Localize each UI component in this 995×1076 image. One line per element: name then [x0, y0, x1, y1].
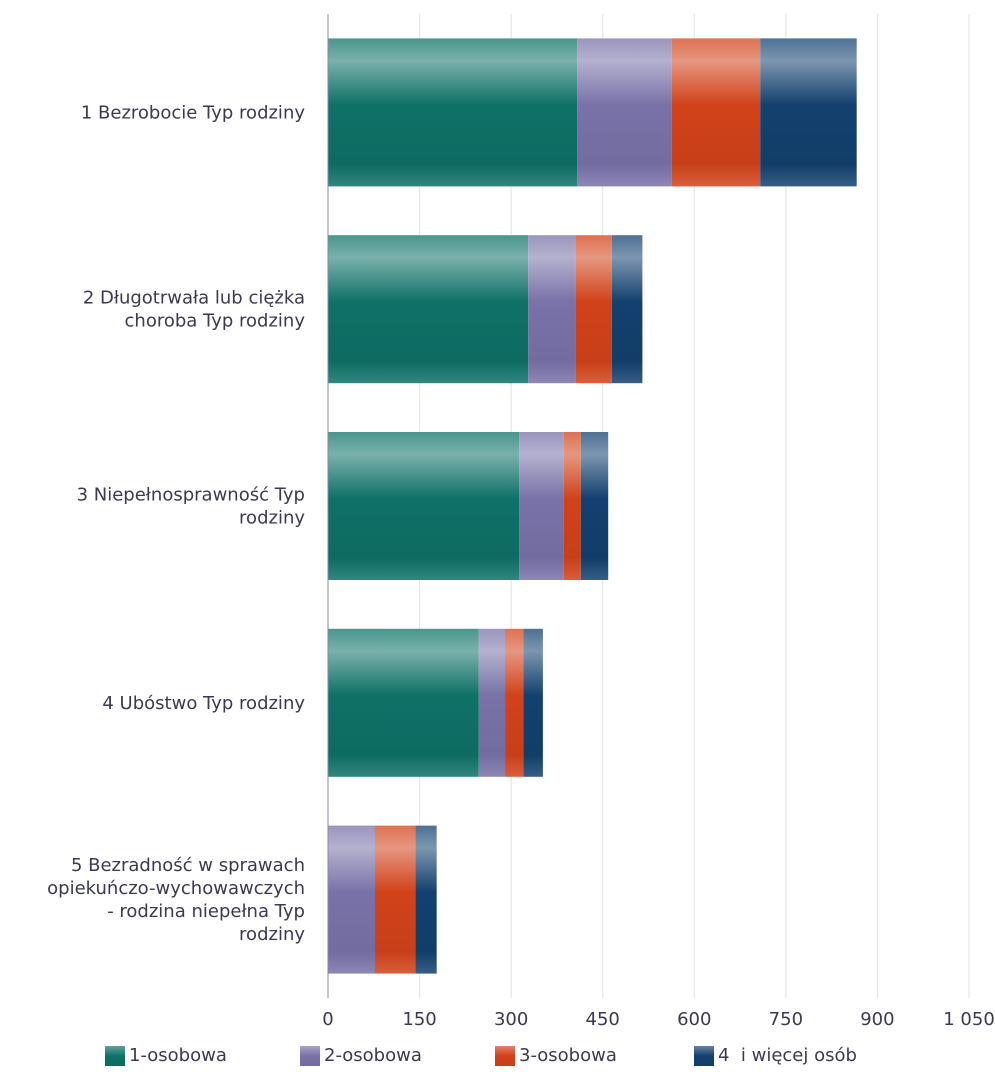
bar-segment	[328, 825, 376, 974]
x-tick-label: 900	[860, 1009, 894, 1030]
bars	[328, 38, 857, 974]
x-axis-ticks: 0 150 300 450 600 750 900 1 050	[322, 1009, 994, 1030]
bar-segment	[563, 432, 581, 580]
category-label: 3 Niepełnosprawność Typ rodziny	[77, 485, 306, 529]
legend-label: 4 i więcej osób	[718, 1045, 857, 1066]
category-label: 4 Ubóstwo Typ rodziny	[102, 693, 305, 714]
legend-label: 3-osobowa	[519, 1045, 617, 1066]
bar-segment	[577, 38, 672, 187]
bar-segment	[580, 432, 609, 580]
bar-segment	[328, 628, 479, 777]
category-label: 2 Długotrwała lub ciężka choroba Typ rodz…	[83, 288, 306, 332]
legend-swatch	[300, 1045, 320, 1066]
category-labels: 1 Bezrobocie Typ rodziny 2 Długotrwała lu…	[47, 102, 305, 945]
bar-segment	[575, 235, 612, 384]
bar-segment	[760, 38, 857, 187]
bar-segment	[523, 628, 543, 777]
bar-segment	[328, 235, 529, 384]
x-tick-label: 150	[402, 1009, 436, 1030]
legend-swatch	[495, 1045, 515, 1066]
bar-segment	[671, 38, 761, 187]
legend-label: 1-osobowa	[129, 1045, 227, 1066]
x-tick-label: 600	[677, 1009, 711, 1030]
legend-swatch	[105, 1045, 125, 1066]
bar-segment	[375, 825, 416, 974]
legend-label: 2-osobowa	[324, 1045, 422, 1066]
legend-swatch	[694, 1045, 714, 1066]
bar-segment	[519, 432, 564, 580]
x-tick-label: 450	[586, 1009, 620, 1030]
bar-segment	[328, 432, 520, 580]
bar-segment	[528, 235, 576, 384]
legend: 1-osobowa 2-osobowa 3-osobowa 4 i więcej os…	[0, 1045, 995, 1075]
bar-segment	[478, 628, 506, 777]
category-label: 5 Bezradność w sprawach opiekuńczo-wychow…	[47, 855, 305, 945]
x-tick-label: 300	[494, 1009, 528, 1030]
legend-item: 1-osobowa	[105, 1045, 227, 1066]
legend-item: 3-osobowa	[495, 1045, 617, 1066]
bar-segment	[415, 825, 437, 974]
bar-segment	[328, 38, 578, 187]
x-tick-label: 1 050	[943, 1009, 995, 1030]
bar-segment	[611, 235, 643, 384]
bar-segment	[505, 628, 524, 777]
x-tick-label: 0	[322, 1009, 333, 1030]
stacked-bar-chart: 1 Bezrobocie Typ rodziny 2 Długotrwała lu…	[47, 14, 995, 1030]
x-tick-label: 750	[769, 1009, 803, 1030]
category-label: 1 Bezrobocie Typ rodziny	[81, 102, 305, 123]
legend-item: 2-osobowa	[300, 1045, 422, 1066]
legend-item: 4 i więcej osób	[694, 1045, 857, 1066]
